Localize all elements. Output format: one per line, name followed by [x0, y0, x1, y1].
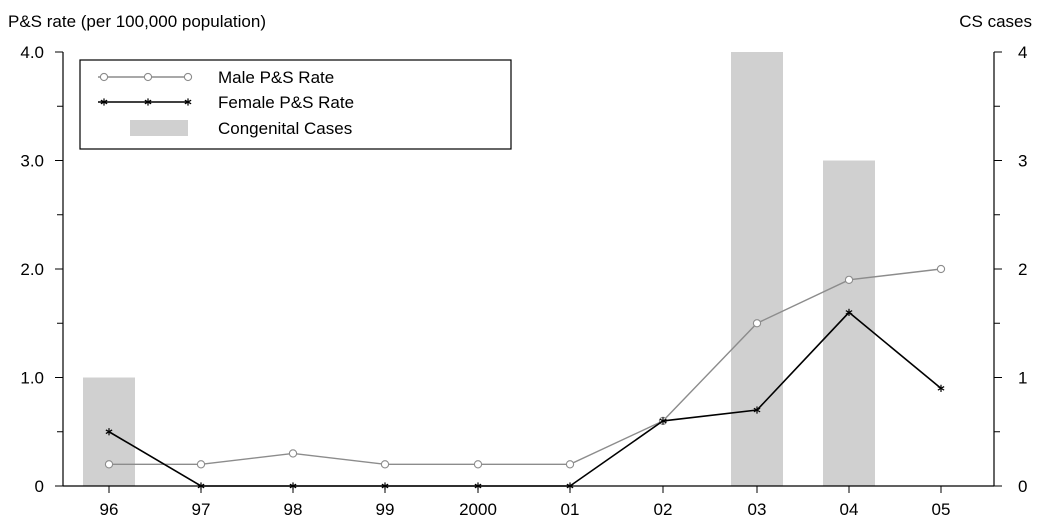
x-tick-label: 02	[654, 500, 673, 519]
lines-layer	[104, 264, 946, 490]
bar-congenital-03	[731, 52, 783, 486]
legend-marker-male-p-s-rate	[143, 72, 153, 82]
left-tick-label: 2.0	[20, 260, 44, 279]
point-male-p-s-rate-05	[936, 264, 946, 274]
x-tick-label: 96	[100, 500, 119, 519]
line-male-p-s-rate	[109, 268, 942, 465]
right-tick-label: 4	[1018, 43, 1027, 62]
point-male-p-s-rate-04	[844, 275, 854, 284]
legend-marker-female-p-s-rate	[100, 98, 108, 106]
x-tick-label: 04	[840, 500, 859, 519]
point-female-p-s-rate-96	[105, 428, 113, 436]
bar-congenital-04	[823, 160, 875, 486]
legend-swatch-congenital-cases	[130, 120, 188, 136]
left-tick-label: 3.0	[20, 152, 44, 171]
x-tick-label: 01	[561, 500, 580, 519]
legend-marker-male-p-s-rate	[183, 72, 193, 82]
point-female-p-s-rate-01	[566, 482, 574, 490]
point-female-p-s-rate-03	[753, 406, 761, 414]
point-female-p-s-rate-02	[659, 417, 667, 425]
point-female-p-s-rate-97	[197, 482, 205, 490]
point-female-p-s-rate-98	[289, 482, 297, 490]
point-male-p-s-rate-97	[196, 460, 206, 469]
x-tick-label: 05	[932, 500, 951, 519]
left-tick-label: 4.0	[20, 43, 44, 62]
right-axis-label: CS cases	[959, 12, 1032, 31]
point-male-p-s-rate-01	[565, 460, 575, 469]
point-male-p-s-rate-2000	[473, 460, 483, 469]
x-tick-label: 97	[192, 500, 211, 519]
legend-marker-female-p-s-rate	[144, 98, 152, 106]
point-female-p-s-rate-04	[845, 308, 853, 316]
point-male-p-s-rate-03	[752, 319, 762, 328]
point-female-p-s-rate-05	[937, 384, 945, 392]
left-tick-label: 1.0	[20, 369, 44, 388]
point-male-p-s-rate-99	[380, 460, 390, 469]
legend-entries: Male P&S Rate Female P&S Rate Congenital C…	[98, 68, 354, 138]
right-tick-label: 1	[1018, 369, 1027, 388]
x-tick-label: 98	[284, 500, 303, 519]
legend-label-female-p-s-rate: Female P&S Rate	[218, 93, 354, 112]
x-tick-label: 03	[748, 500, 767, 519]
x-tick-label: 2000	[459, 500, 497, 519]
right-tick-label: 3	[1018, 152, 1027, 171]
bars-layer	[83, 52, 875, 486]
legend-label-male-p-s-rate: Male P&S Rate	[218, 68, 334, 87]
x-tick-label: 99	[376, 500, 395, 519]
point-female-p-s-rate-99	[381, 482, 389, 490]
point-male-p-s-rate-96	[104, 460, 114, 469]
point-female-p-s-rate-2000	[474, 482, 482, 490]
left-tick-label: 0	[35, 477, 44, 496]
legend-marker-female-p-s-rate	[184, 98, 192, 106]
right-tick-label: 2	[1018, 260, 1027, 279]
point-male-p-s-rate-98	[288, 449, 298, 458]
legend-marker-male-p-s-rate	[99, 72, 109, 82]
right-tick-label: 0	[1018, 477, 1027, 496]
legend-label-congenital-cases: Congenital Cases	[218, 119, 352, 138]
left-axis-label: P&S rate (per 100,000 population)	[8, 12, 266, 31]
line-female-p-s-rate	[108, 311, 942, 487]
legend: Male P&S Rate Female P&S Rate Congenital C…	[79, 59, 512, 150]
